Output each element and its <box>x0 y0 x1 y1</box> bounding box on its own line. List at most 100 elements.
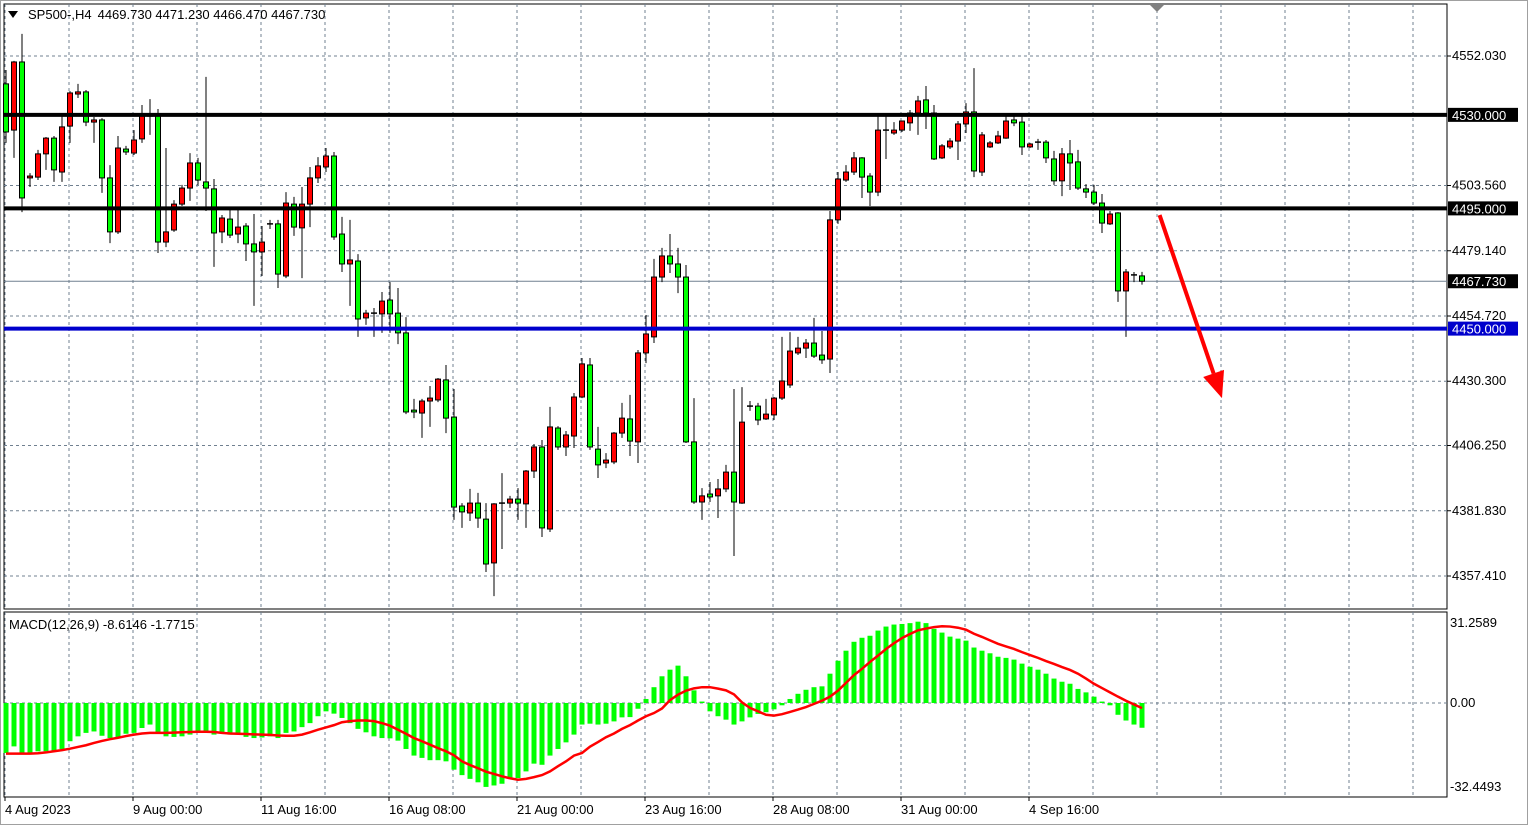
candle-body <box>539 446 545 529</box>
macd-bar <box>387 703 393 739</box>
macd-signal-line <box>6 625 1143 781</box>
level-price-box <box>1448 107 1518 122</box>
macd-bar <box>323 703 329 712</box>
candle-body <box>411 409 417 413</box>
candle <box>363 309 369 325</box>
candle <box>811 317 817 359</box>
candle <box>1043 139 1049 163</box>
macd-bar <box>155 703 161 733</box>
macd-bar <box>915 621 921 703</box>
candle <box>475 492 481 528</box>
candle <box>1107 211 1113 225</box>
candle <box>467 488 473 521</box>
candle <box>755 402 761 426</box>
macd-bar <box>867 635 873 703</box>
candle-body <box>811 342 817 357</box>
macd-bar <box>931 628 937 703</box>
candle <box>459 503 465 528</box>
time-label: 23 Aug 16:00 <box>645 802 722 817</box>
candle-body <box>187 162 193 189</box>
macd-bar <box>123 703 129 734</box>
collapse-triangle-icon[interactable] <box>8 11 18 18</box>
macd-bar <box>587 703 593 724</box>
candle-body <box>851 157 857 173</box>
candle <box>51 135 57 182</box>
candle-body <box>123 148 129 153</box>
candle <box>507 495 513 508</box>
candle <box>435 378 441 403</box>
macd-bar <box>371 703 377 737</box>
candle <box>1003 114 1009 139</box>
candle <box>667 234 673 274</box>
macd-bar <box>515 703 521 778</box>
candle <box>171 200 177 232</box>
candle <box>587 358 593 450</box>
macd-bar <box>139 703 145 728</box>
macd-bar <box>11 703 17 747</box>
candle-body <box>355 260 361 320</box>
macd-bar <box>163 703 169 737</box>
candle <box>619 402 625 438</box>
candle <box>715 479 721 519</box>
candle <box>1091 184 1097 205</box>
macd-bar <box>555 703 561 749</box>
macd-bar <box>75 703 81 737</box>
macd-bar <box>723 703 729 720</box>
macd-bar <box>411 703 417 756</box>
candle-body <box>51 137 57 171</box>
macd-bar <box>131 703 137 733</box>
candle-body <box>995 135 1001 144</box>
candle <box>299 187 305 279</box>
macd-bar <box>1099 701 1105 703</box>
candle <box>1067 139 1073 190</box>
candle-body <box>211 188 217 234</box>
candle <box>219 215 225 244</box>
candle <box>1083 184 1089 198</box>
candle-body <box>651 276 657 338</box>
candle <box>987 141 993 148</box>
macd-bar <box>1091 696 1097 703</box>
candle-body <box>507 498 513 504</box>
candle <box>1059 147 1065 197</box>
macd-label: MACD(12,26,9) -8.6146 -1.7715 <box>9 617 195 632</box>
macd-bar <box>739 703 745 722</box>
candle <box>867 173 873 206</box>
macd-bar <box>147 703 153 725</box>
macd-bar <box>259 703 265 738</box>
candle-body <box>955 123 961 142</box>
macd-bar <box>43 703 49 752</box>
candle <box>1075 149 1081 190</box>
candle <box>747 401 753 411</box>
chart-shift-marker-icon <box>1150 5 1164 12</box>
macd-tick-label: 31.2589 <box>1450 615 1497 630</box>
price-panel <box>3 3 1448 610</box>
candle <box>947 138 953 150</box>
candle-body <box>963 111 969 125</box>
candle <box>707 481 713 503</box>
candle <box>875 114 881 197</box>
candle <box>35 149 41 181</box>
candle <box>691 398 697 504</box>
price-tick-label: 4406.250 <box>1452 438 1506 453</box>
macd-bar <box>443 703 449 762</box>
candle-body <box>171 203 177 231</box>
macd-bar <box>507 703 513 778</box>
candle <box>483 503 489 573</box>
macd-bar <box>59 703 65 749</box>
candle-body <box>755 405 761 421</box>
macd-bar <box>1027 666 1033 703</box>
candle-body <box>83 91 89 123</box>
candle <box>603 453 609 469</box>
candle <box>635 349 641 464</box>
level-price-box <box>1448 321 1518 336</box>
macd-bar <box>883 626 889 703</box>
candle <box>859 157 865 198</box>
candle <box>883 114 889 159</box>
candle-body <box>155 114 161 243</box>
candle-body <box>283 202 289 277</box>
candle-body <box>675 263 681 278</box>
macd-bar <box>603 703 609 724</box>
macd-bar <box>651 687 657 703</box>
candle <box>739 387 745 504</box>
